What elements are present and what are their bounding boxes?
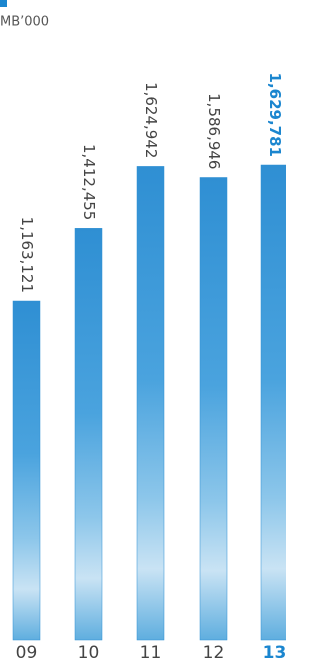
value-label: 1,629,781: [266, 73, 284, 157]
bar: [137, 166, 164, 640]
x-tick-label: 13: [263, 643, 286, 663]
value-label: 1,163,121: [18, 217, 36, 293]
value-label: 1,624,942: [142, 82, 160, 158]
x-tick-label: 12: [203, 643, 225, 663]
bar: [200, 177, 227, 640]
x-tick-label: 09: [16, 643, 38, 663]
title-mark: [0, 0, 7, 7]
bar: [261, 165, 286, 640]
chart: MB’000 1,163,121 09 1,412,455 10 1,624,942 11…: [0, 0, 286, 665]
chart-subtitle: MB’000: [0, 15, 49, 30]
x-tick-label: 11: [140, 643, 162, 663]
bar: [13, 301, 40, 640]
bar: [75, 228, 102, 640]
value-label: 1,412,455: [80, 144, 98, 220]
value-label: 1,586,946: [205, 93, 223, 169]
x-tick-label: 10: [78, 643, 100, 663]
